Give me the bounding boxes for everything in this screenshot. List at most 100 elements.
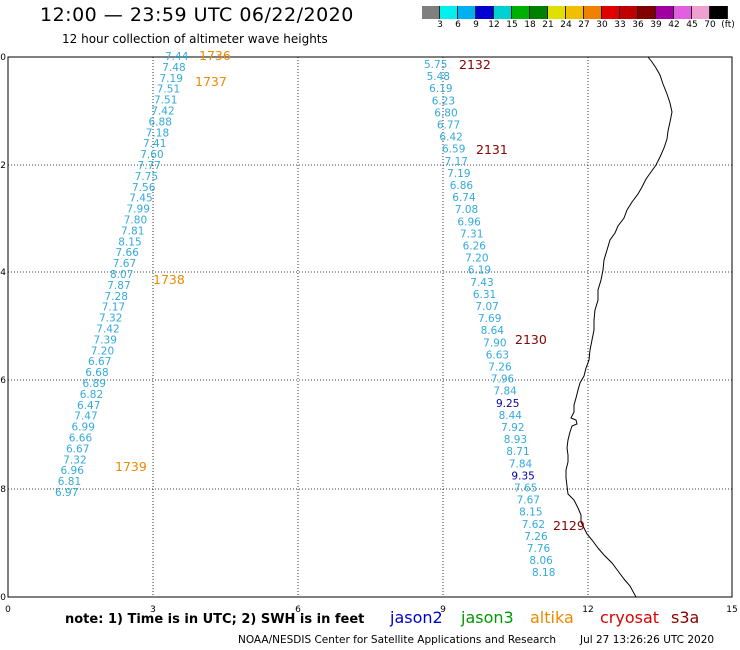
color-swatch [440, 6, 458, 19]
wave-height-value: 6.19 [429, 83, 452, 95]
wave-height-value: 7.43 [470, 277, 493, 289]
color-swatch [638, 6, 656, 19]
wave-height-value: 7.90 [483, 337, 506, 349]
wave-height-value: 7.32 [99, 313, 122, 325]
x-tick-label: 12 [582, 605, 593, 615]
wave-height-value: 6.63 [486, 349, 509, 361]
wave-height-value: 8.15 [519, 507, 542, 519]
wave-height-value: 7.92 [501, 422, 524, 434]
wave-height-value: 7.19 [447, 168, 470, 180]
coastline [565, 56, 673, 598]
color-swatch [584, 6, 602, 19]
wave-height-value: 6.31 [473, 289, 496, 301]
x-tick-label: 3 [150, 605, 156, 615]
wave-height-value: 6.74 [452, 192, 476, 204]
wave-height-value: 7.19 [160, 73, 183, 85]
wave-height-value: 7.81 [121, 225, 144, 237]
wave-height-value: 6.96 [61, 465, 85, 477]
wave-height-value: 7.51 [154, 95, 177, 107]
color-swatch [548, 6, 566, 19]
wave-height-value: 7.66 [116, 247, 140, 259]
wave-height-value: 7.28 [105, 291, 128, 303]
y-tick-label: -14 [0, 268, 6, 278]
color-scale-label: 36 [632, 20, 644, 30]
wave-height-value: 7.75 [135, 171, 158, 183]
wave-height-value: 7.84 [509, 458, 533, 470]
color-scale-label: 9 [473, 20, 479, 30]
wave-height-value: 7.87 [107, 280, 130, 292]
wave-height-value: 7.65 [514, 483, 537, 495]
y-tick-label: -12 [0, 161, 6, 171]
wave-height-value: 8.07 [110, 269, 133, 281]
wave-height-value: 7.84 [493, 386, 517, 398]
page-subtitle: 12 hour collection of altimeter wave hei… [62, 32, 328, 46]
time-label: 2129 [553, 518, 585, 533]
wave-height-value: 7.17 [102, 302, 125, 314]
color-scale-label: 12 [488, 20, 500, 30]
wave-height-value: 6.42 [439, 132, 462, 144]
color-scale-label: 39 [650, 20, 662, 30]
wave-height-value: 6.86 [450, 180, 474, 192]
wave-height-value: 6.89 [83, 378, 106, 390]
wave-height-value: 6.66 [69, 433, 93, 445]
satellite-label-jason2: jason2 [390, 608, 443, 627]
wave-height-value: 7.44 [165, 51, 189, 63]
wave-height-value: 7.26 [524, 531, 548, 543]
time-label: 2132 [459, 57, 491, 72]
color-scale-label: 33 [614, 20, 626, 30]
timestamp-text: Jul 27 13:26:26 UTC 2020 [580, 634, 715, 646]
wave-height-value: 8.06 [529, 555, 553, 567]
wave-height-value: 7.67 [517, 495, 540, 507]
color-swatch [512, 6, 530, 19]
color-swatch [656, 6, 674, 19]
wave-height-value: 6.81 [58, 476, 81, 488]
wave-height-value: 7.41 [143, 138, 166, 150]
y-tick-label: -16 [0, 376, 6, 386]
wave-height-value: 7.45 [129, 193, 152, 205]
wave-height-value: 7.99 [127, 204, 150, 216]
color-swatch [602, 6, 620, 19]
wave-height-value: 6.96 [457, 216, 481, 228]
wave-height-value: 7.42 [151, 106, 174, 118]
color-scale-label: 15 [506, 20, 518, 30]
color-scale-label: (ft) [721, 20, 735, 30]
wave-height-value: 6.68 [85, 367, 108, 379]
wave-height-value: 7.67 [113, 258, 136, 270]
wave-height-value: 8.64 [481, 325, 505, 337]
y-tick-label: -10 [0, 53, 6, 63]
wave-height-value: 7.07 [475, 301, 498, 313]
color-scale-legend: 3 6 9 12 15 18 21 24 27 30 33 36 39 42 45 70 (ft) [422, 6, 735, 33]
time-label: 2131 [476, 142, 508, 157]
color-scale-labels: 3 6 9 12 15 18 21 24 27 30 33 36 39 42 45 70 (ft) [422, 19, 735, 33]
wave-height-value: 7.20 [465, 253, 488, 265]
wave-height-value: 6.26 [463, 241, 487, 253]
time-label: 1737 [195, 74, 227, 89]
wave-height-value: 6.67 [66, 443, 89, 455]
wave-height-value: 7.62 [522, 519, 545, 531]
wave-height-value: 6.82 [80, 389, 103, 401]
wave-height-value: 6.77 [437, 120, 460, 132]
color-swatch [674, 6, 692, 19]
wave-height-value: 8.15 [118, 236, 141, 248]
wave-height-value: 7.56 [132, 182, 156, 194]
map-frame [7, 56, 733, 598]
color-swatch [476, 6, 494, 19]
color-swatch [566, 6, 584, 19]
color-scale-swatches [422, 6, 732, 19]
x-tick-label: 15 [726, 605, 737, 615]
wave-height-value: 6.80 [434, 107, 457, 119]
color-swatch [530, 6, 548, 19]
wave-height-value: 6.88 [149, 116, 172, 128]
y-tick-label: -20 [0, 593, 6, 603]
satellite-label-cryosat: cryosat [600, 608, 660, 627]
color-scale-label: 18 [524, 20, 536, 30]
wave-height-value: 7.31 [460, 228, 483, 240]
wave-height-value: 7.96 [491, 374, 515, 386]
footer-note: note: 1) Time is in UTC; 2) SWH is in fe… [65, 612, 365, 627]
wave-height-value: 7.47 [74, 411, 97, 423]
wave-height-value: 6.99 [72, 422, 95, 434]
time-label: 1739 [115, 459, 147, 474]
wave-height-value: 7.76 [527, 543, 551, 555]
x-tick-label: 6 [295, 605, 301, 615]
